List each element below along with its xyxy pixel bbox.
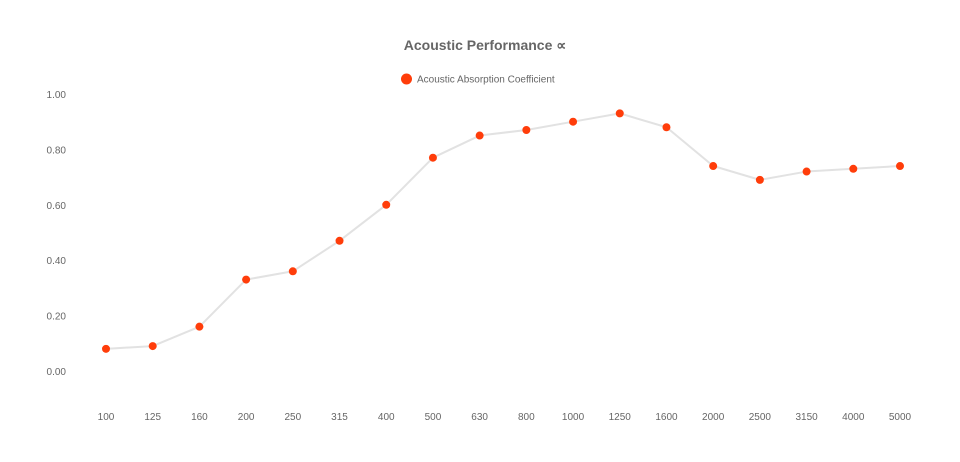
x-tick-label: 1600: [655, 412, 678, 423]
y-axis: 0.00 0.20 0.40 0.60 0.80 1.00: [47, 90, 67, 378]
data-point[interactable]: [569, 117, 578, 126]
y-tick-label: 0.00: [47, 367, 67, 378]
data-point[interactable]: [662, 123, 671, 132]
data-point[interactable]: [335, 236, 344, 245]
x-tick-label: 800: [518, 412, 535, 423]
x-tick-label: 200: [238, 412, 255, 423]
legend-label: Acoustic Absorption Coefficient: [417, 75, 555, 86]
x-tick-label: 400: [378, 412, 395, 423]
data-point[interactable]: [849, 164, 858, 173]
x-axis: 100 125 160 200 250 315 400 500 630 800 1000 1250 16…: [98, 412, 912, 423]
chart-title: Acoustic Performance ∝: [404, 37, 567, 53]
data-point[interactable]: [148, 342, 157, 351]
data-point[interactable]: [522, 126, 531, 135]
y-tick-label: 1.00: [47, 90, 67, 101]
data-point[interactable]: [382, 200, 391, 209]
data-point[interactable]: [428, 153, 437, 162]
legend-marker: [401, 73, 412, 85]
x-tick-label: 100: [98, 412, 115, 423]
y-tick-label: 0.60: [47, 201, 67, 212]
series-layer: [102, 109, 904, 353]
x-tick-label: 1000: [562, 412, 585, 423]
y-tick-label: 0.80: [47, 145, 67, 156]
data-point[interactable]: [475, 131, 484, 140]
data-point[interactable]: [102, 344, 110, 353]
data-point[interactable]: [896, 162, 904, 171]
x-tick-label: 500: [425, 412, 442, 423]
legend[interactable]: Acoustic Absorption Coefficient: [401, 73, 555, 86]
x-tick-label: 315: [331, 412, 348, 423]
x-tick-label: 1250: [609, 412, 632, 423]
x-tick-label: 125: [144, 412, 161, 423]
x-tick-label: 4000: [842, 412, 865, 423]
data-point[interactable]: [709, 162, 718, 171]
y-tick-label: 0.40: [47, 256, 67, 267]
data-point[interactable]: [288, 267, 297, 276]
x-tick-label: 160: [191, 412, 208, 423]
data-point[interactable]: [802, 167, 811, 176]
x-tick-label: 5000: [889, 412, 912, 423]
x-tick-label: 3150: [795, 412, 818, 423]
data-point[interactable]: [755, 175, 764, 184]
x-tick-label: 2500: [749, 412, 772, 423]
series-line: [105, 112, 901, 350]
x-tick-label: 2000: [702, 412, 725, 423]
x-tick-label: 630: [471, 412, 488, 423]
y-tick-label: 0.20: [47, 312, 67, 323]
data-point[interactable]: [195, 322, 204, 331]
data-point[interactable]: [615, 109, 624, 118]
data-point[interactable]: [242, 275, 251, 284]
x-tick-label: 250: [284, 412, 301, 423]
